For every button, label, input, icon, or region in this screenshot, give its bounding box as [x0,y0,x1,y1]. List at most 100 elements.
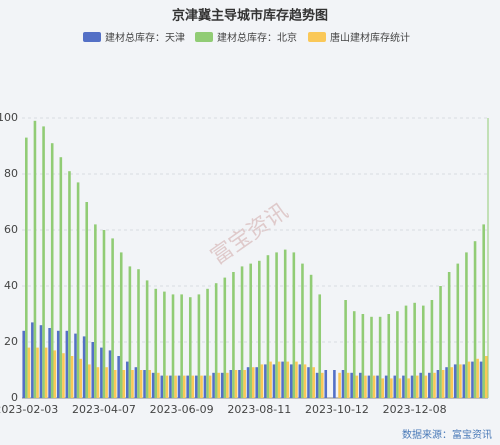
bar [188,297,192,398]
bar [479,361,483,398]
bar [82,336,86,398]
bar [56,330,60,398]
bar [223,277,227,398]
bar [113,370,117,398]
bar [22,330,26,398]
bar [266,255,270,398]
bar [484,356,488,398]
bar [200,375,203,398]
bar [318,294,322,398]
bar [226,372,229,398]
bar [148,370,152,398]
bar [419,372,422,398]
bar [258,260,261,398]
bar [298,364,302,398]
bar [473,241,477,398]
bar [232,272,235,398]
bar [447,272,451,398]
y-tick-label: 40 [4,279,18,292]
x-tick-label: 2023-12-08 [383,403,447,416]
bar [208,375,212,398]
bar [303,364,307,398]
bar [214,283,218,398]
bar [180,294,183,398]
bar [324,370,328,398]
bar [292,252,296,398]
bar [350,372,353,398]
bar [143,370,146,398]
bar [315,372,319,398]
bar [283,249,287,398]
bar [234,370,238,398]
bar [111,238,114,398]
bar [471,361,474,398]
x-tick-label: 2023-08-11 [227,403,291,416]
bar [462,364,466,398]
bar [229,370,233,398]
x-tick-label: 2023-02-03 [0,403,58,416]
bar [476,358,479,398]
bar [295,361,298,398]
bar [421,305,425,398]
bar [65,330,69,398]
bar [370,316,373,398]
bar [151,372,155,398]
bar [390,378,393,398]
bar [137,269,140,398]
y-tick-label: 100 [0,111,18,124]
bar [197,294,201,398]
legend-swatch [308,32,326,42]
bar [453,364,457,398]
bar [410,375,414,398]
bar [39,325,43,398]
bar [182,375,186,398]
bar [68,171,71,398]
bar [74,333,77,398]
bar [309,274,313,398]
bar [450,367,454,398]
bar [76,182,80,398]
bar [381,378,385,398]
bar [321,372,324,398]
bar [286,361,290,398]
bar [255,367,259,398]
bar [312,367,315,398]
y-tick-label: 20 [4,335,18,348]
legend-label: 建材总库存：北京 [217,31,297,44]
bar [119,252,123,398]
bar [482,224,485,398]
bar [396,311,399,398]
bar [33,120,37,399]
bar [402,375,405,398]
bar [53,350,57,398]
bar [459,364,462,398]
bar [238,370,241,398]
bar [50,143,54,398]
bar [249,263,252,398]
bar [301,263,304,398]
bar [272,364,276,398]
bar [424,375,428,398]
bar [117,356,120,398]
bar [341,370,345,398]
bar [171,294,175,398]
bar [430,300,434,398]
x-tick-label: 2023-10-12 [305,403,369,416]
bar [31,322,34,398]
bar [154,288,158,398]
bar [145,280,149,398]
bar [91,342,95,398]
bar [165,375,169,398]
bar [467,361,471,398]
bar [59,157,63,398]
bar [338,372,341,398]
bar [433,372,436,398]
bar [372,375,376,398]
bar [139,370,143,398]
bar [79,358,82,398]
bar [25,137,28,398]
bar [108,350,112,398]
bar [333,370,336,398]
bar [134,367,138,398]
